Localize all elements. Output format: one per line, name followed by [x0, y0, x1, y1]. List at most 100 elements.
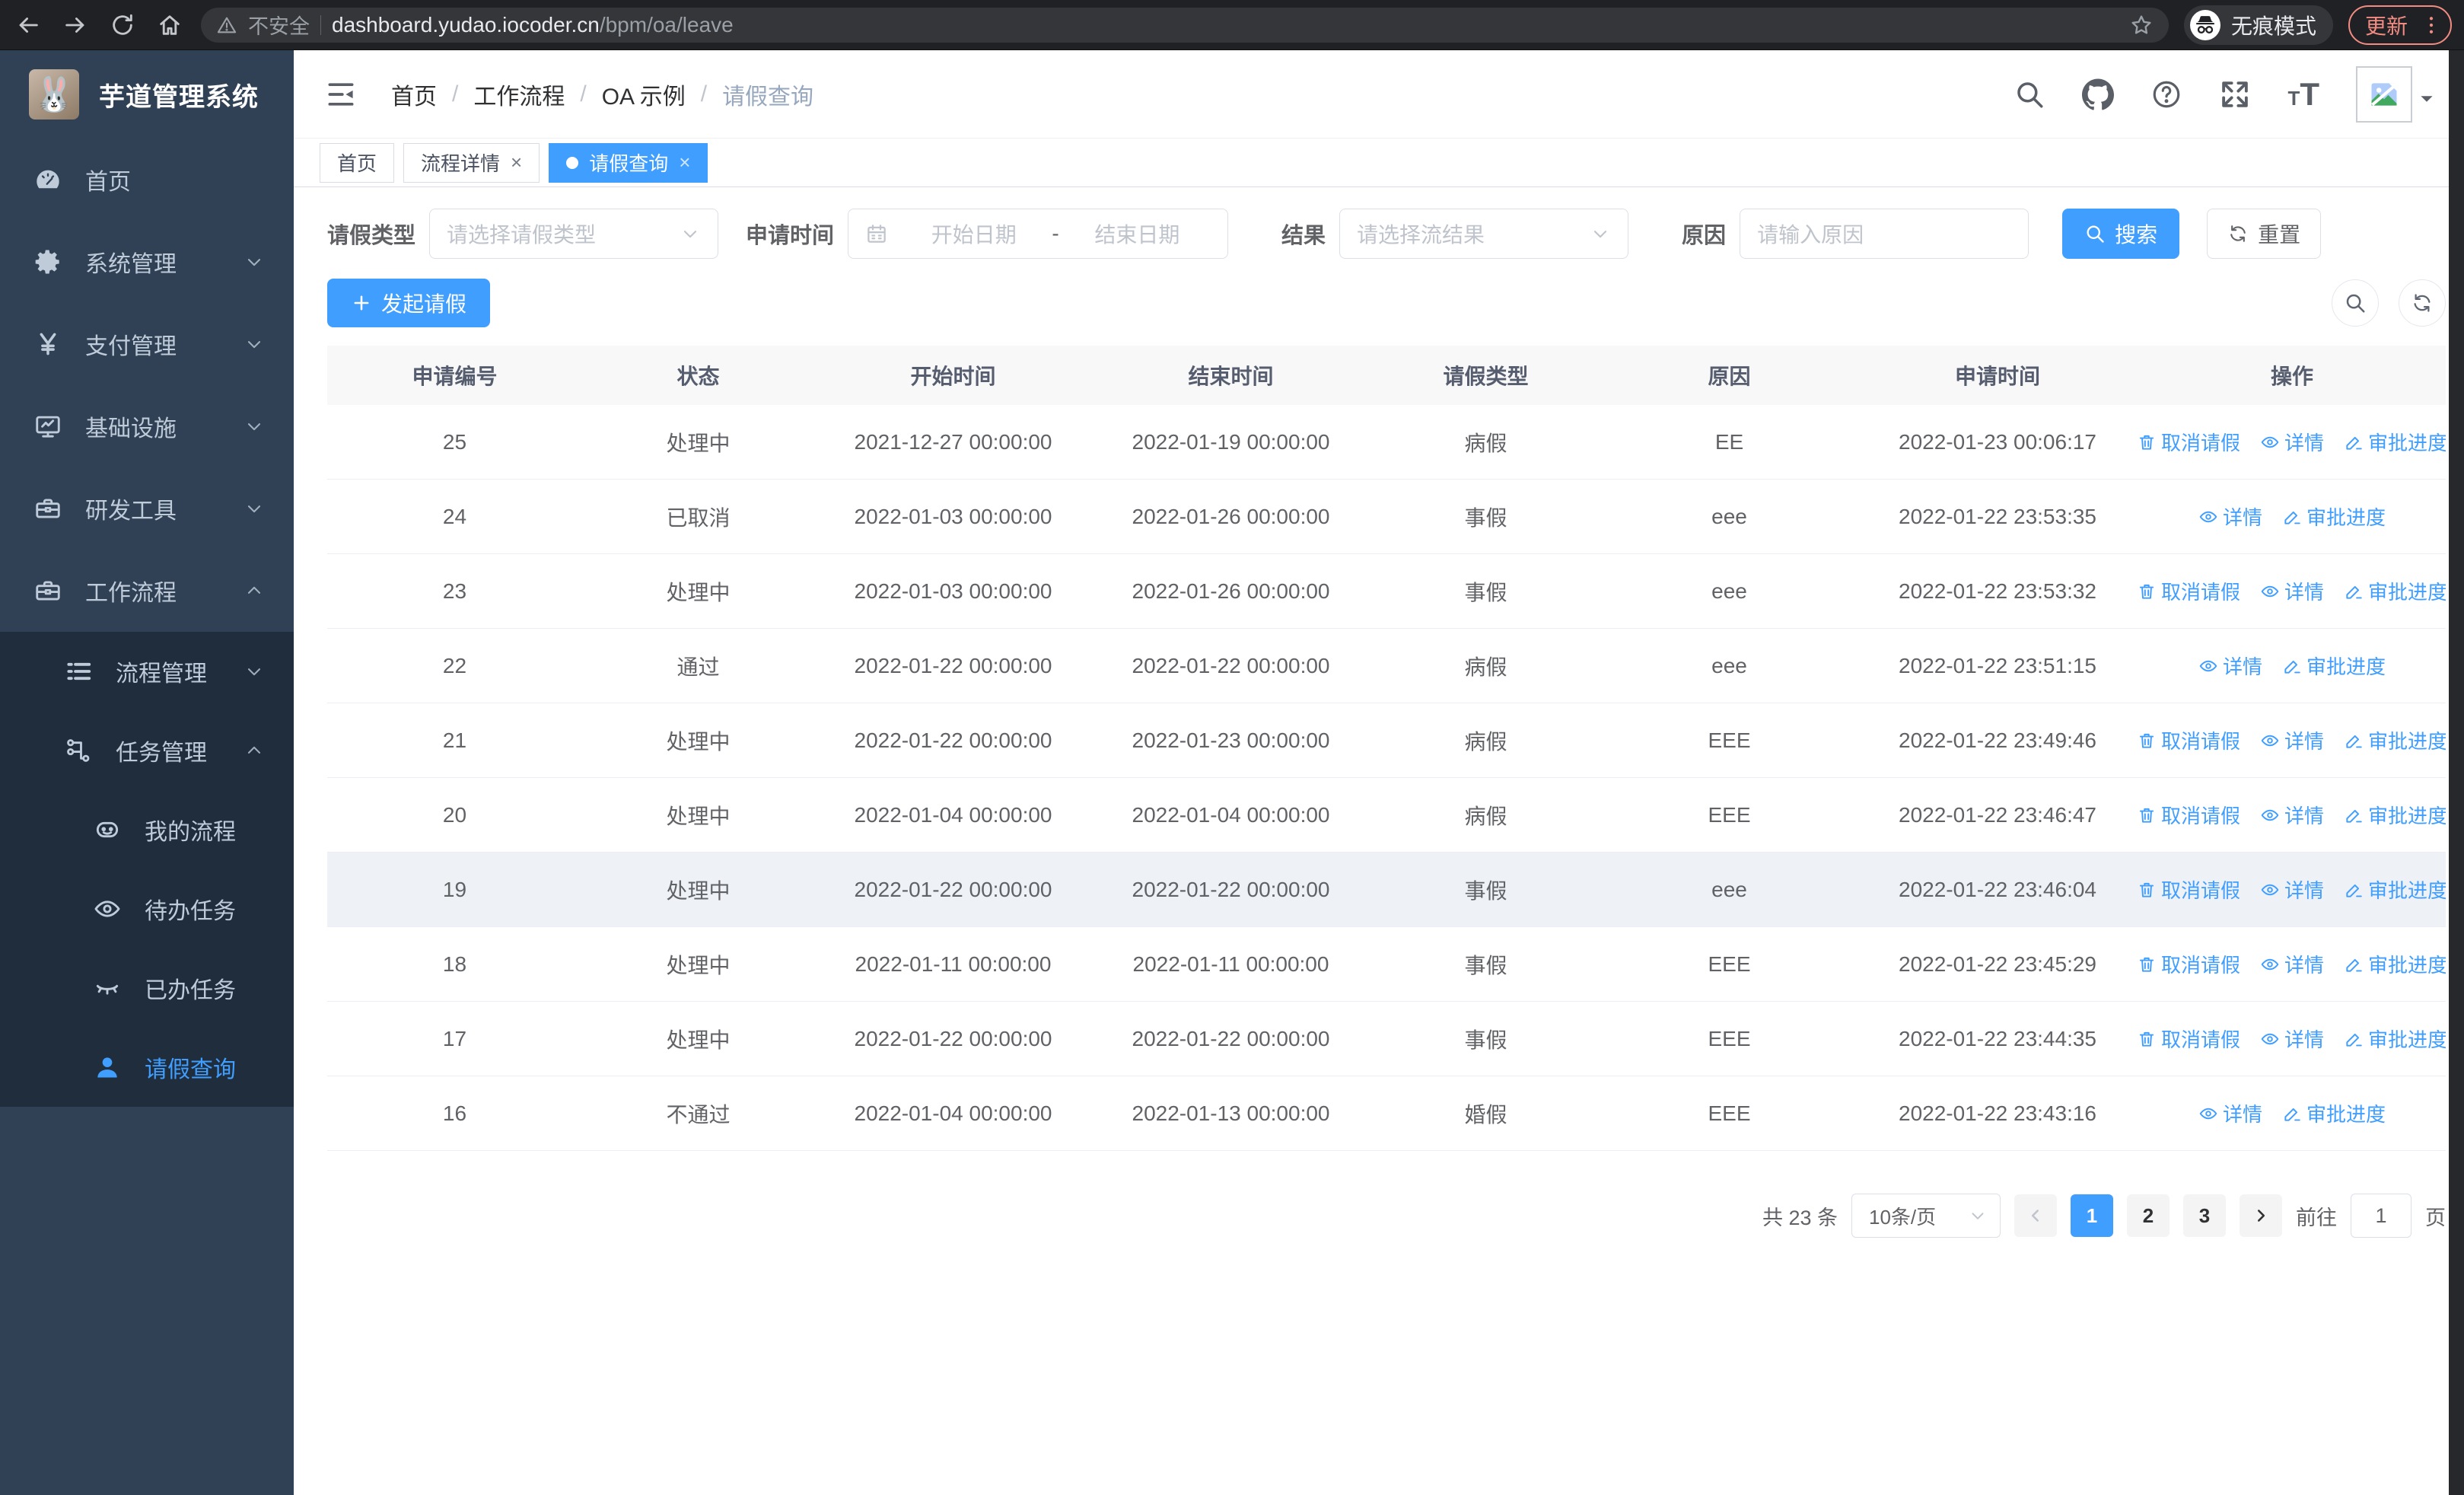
progress-action-link[interactable]: 审批进度 — [2282, 652, 2386, 680]
search-icon[interactable] — [2014, 78, 2045, 110]
sidebar-item-task-mgmt[interactable]: 任务管理 — [0, 711, 294, 790]
omnibox-divider — [320, 14, 321, 35]
detail-action-link[interactable]: 详情 — [2260, 801, 2324, 829]
browser-forward-icon[interactable] — [59, 9, 91, 41]
cell-status: 处理中 — [666, 431, 731, 455]
sidebar-item-process-mgmt[interactable]: 流程管理 — [0, 632, 294, 711]
edit-icon — [2282, 656, 2302, 676]
cancel-action-link[interactable]: 取消请假 — [2138, 1025, 2240, 1053]
cancel-action-link[interactable]: 取消请假 — [2138, 726, 2240, 754]
breadcrumb-separator: / — [452, 81, 459, 107]
progress-action-link[interactable]: 审批进度 — [2344, 950, 2446, 978]
breadcrumb-item[interactable]: OA 示例 — [601, 84, 686, 110]
refresh-icon — [2227, 223, 2249, 244]
sidebar-item-workflow[interactable]: 工作流程 — [0, 550, 294, 632]
detail-action-link[interactable]: 详情 — [2198, 1099, 2262, 1127]
cell-actions: 取消请假 详情 审批进度 — [2138, 1025, 2446, 1053]
detail-action-link[interactable]: 详情 — [2260, 1025, 2324, 1053]
breadcrumb-item[interactable]: 首页 — [391, 84, 437, 110]
action-label: 详情 — [2284, 730, 2325, 753]
page-button-3[interactable]: 3 — [2183, 1194, 2226, 1237]
table-row: 20 处理中 2022-01-04 00:00:00 2022-01-04 00:00… — [327, 778, 2446, 853]
progress-action-link[interactable]: 审批进度 — [2344, 577, 2446, 605]
cancel-action-link[interactable]: 取消请假 — [2138, 801, 2240, 829]
page-button-1[interactable]: 1 — [2071, 1194, 2113, 1237]
reason-input[interactable]: 请输入原因 — [1740, 209, 2029, 259]
sidebar-item-dev-tools[interactable]: 研发工具 — [0, 467, 294, 550]
detail-action-link[interactable]: 详情 — [2260, 428, 2324, 456]
browser-home-icon[interactable] — [154, 9, 186, 41]
next-page-button[interactable] — [2240, 1194, 2282, 1237]
cancel-action-link[interactable]: 取消请假 — [2138, 577, 2240, 605]
detail-action-link[interactable]: 详情 — [2260, 950, 2324, 978]
tab-home[interactable]: 首页 — [320, 142, 395, 183]
search-icon — [2344, 292, 2367, 314]
cell-applied: 2022-01-22 23:46:47 — [1899, 802, 2096, 827]
sidebar-item-todo-tasks[interactable]: 待办任务 — [0, 869, 294, 948]
action-label: 详情 — [2284, 432, 2325, 454]
goto-page-input[interactable] — [2351, 1194, 2411, 1238]
sidebar-item-label: 工作流程 — [85, 581, 177, 606]
sidebar-item-home[interactable]: 首页 — [0, 139, 294, 221]
page-size-select[interactable]: 10条/页 — [1851, 1194, 2001, 1238]
progress-action-link[interactable]: 审批进度 — [2282, 1099, 2386, 1127]
toggle-search-button[interactable] — [2332, 279, 2379, 327]
detail-action-link[interactable]: 详情 — [2260, 726, 2324, 754]
breadcrumb-item[interactable]: 工作流程 — [473, 84, 565, 110]
not-secure-warning-icon[interactable] — [216, 14, 237, 36]
detail-action-link[interactable]: 详情 — [2198, 652, 2262, 680]
fullscreen-icon[interactable] — [2219, 78, 2251, 110]
progress-action-link[interactable]: 审批进度 — [2344, 428, 2446, 456]
question-icon[interactable] — [2150, 78, 2182, 110]
address-bar[interactable]: 不安全 dashboard.yudao.iocoder.cn/bpm/oa/le… — [201, 7, 2169, 43]
browser-update-button[interactable]: 更新 — [2348, 5, 2452, 45]
apply-time-range-picker[interactable]: 开始日期 - 结束日期 — [848, 209, 1229, 259]
sidebar-item-done-tasks[interactable]: 已办任务 — [0, 948, 294, 1028]
progress-action-link[interactable]: 审批进度 — [2344, 801, 2446, 829]
progress-action-link[interactable]: 审批进度 — [2344, 726, 2446, 754]
detail-action-link[interactable]: 详情 — [2260, 577, 2324, 605]
tab-leave-query[interactable]: 请假查询 × — [549, 142, 708, 183]
trash-icon — [2138, 880, 2157, 900]
close-tab-icon[interactable]: × — [679, 151, 691, 174]
cancel-action-link[interactable]: 取消请假 — [2138, 950, 2240, 978]
caret-down-icon[interactable] — [2417, 89, 2437, 109]
refresh-table-button[interactable] — [2399, 279, 2446, 327]
sidebar-item-leave-query[interactable]: 请假查询 — [0, 1028, 294, 1107]
cell-status: 已取消 — [666, 505, 731, 530]
create-leave-button[interactable]: 发起请假 — [327, 279, 491, 327]
window-scrollbar[interactable] — [2449, 50, 2464, 1495]
browser-back-icon[interactable] — [12, 9, 44, 41]
sidebar-item-payment-mgmt[interactable]: 支付管理 — [0, 303, 294, 385]
browser-reload-icon[interactable] — [107, 9, 138, 41]
search-button[interactable]: 搜索 — [2062, 209, 2180, 259]
progress-action-link[interactable]: 审批进度 — [2344, 875, 2446, 904]
progress-action-link[interactable]: 审批进度 — [2282, 502, 2386, 531]
app-title: 芋道管理系统 — [99, 82, 259, 112]
bookmark-star-icon[interactable] — [2129, 13, 2154, 37]
collapse-sidebar-icon[interactable] — [324, 78, 358, 111]
tab-process-detail[interactable]: 流程详情 × — [403, 142, 540, 183]
cell-end: 2022-01-22 00:00:00 — [1132, 653, 1330, 677]
close-tab-icon[interactable]: × — [511, 151, 523, 174]
reset-button[interactable]: 重置 — [2207, 209, 2322, 259]
browser-menu-icon[interactable] — [2420, 14, 2443, 37]
progress-action-link[interactable]: 审批进度 — [2344, 1025, 2446, 1053]
prev-page-button[interactable] — [2014, 1194, 2057, 1237]
github-icon[interactable] — [2082, 78, 2115, 110]
sidebar-item-my-process[interactable]: 我的流程 — [0, 790, 294, 869]
active-tab-dot — [566, 156, 579, 169]
result-select[interactable]: 请选择流结果 — [1339, 209, 1629, 259]
detail-action-link[interactable]: 详情 — [2198, 502, 2262, 531]
cancel-action-link[interactable]: 取消请假 — [2138, 428, 2240, 456]
cancel-action-link[interactable]: 取消请假 — [2138, 875, 2240, 904]
leave-type-select[interactable]: 请选择请假类型 — [429, 209, 719, 259]
eye-open-icon — [2198, 1104, 2218, 1124]
detail-action-link[interactable]: 详情 — [2260, 875, 2324, 904]
sidebar-item-infrastructure[interactable]: 基础设施 — [0, 385, 294, 467]
page-button-2[interactable]: 2 — [2127, 1194, 2170, 1237]
avatar[interactable] — [2356, 65, 2412, 123]
sidebar-item-system-mgmt[interactable]: 系统管理 — [0, 221, 294, 303]
chevron-down-icon — [244, 416, 265, 437]
